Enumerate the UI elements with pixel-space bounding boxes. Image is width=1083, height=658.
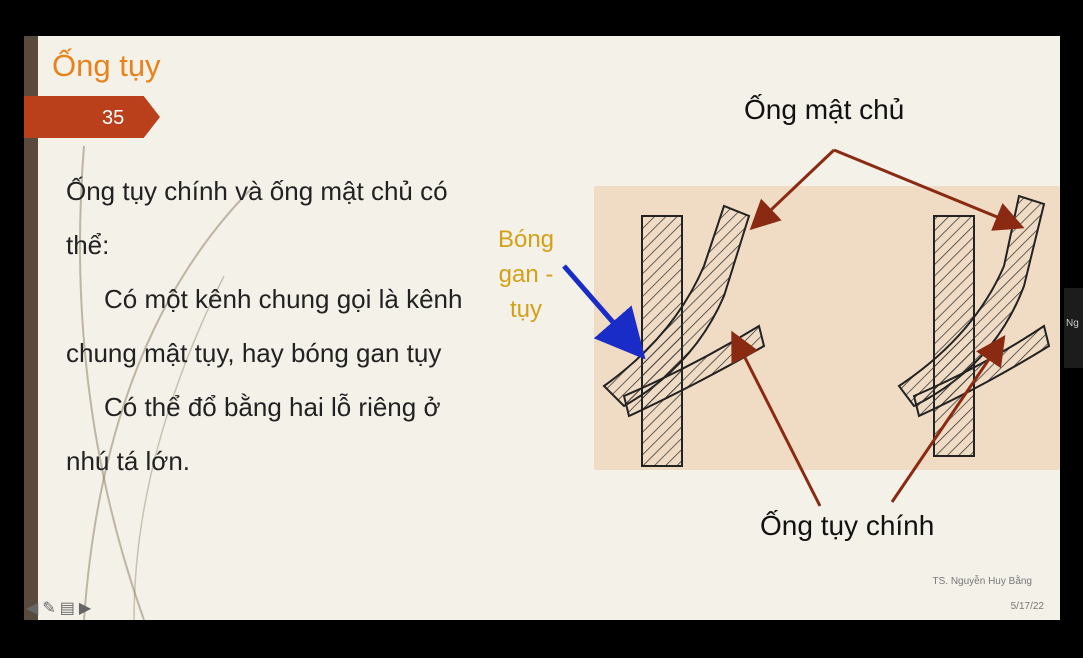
arrow-ampulla [564,266,639,352]
arrow-left-icon[interactable]: ◀ [26,598,38,618]
label-ampulla: Bóng gan - tụy [486,222,566,327]
footer-author: TS. Nguyễn Huy Bằng [933,576,1033,587]
label-common-bile-duct: Ống mật chủ [744,94,904,126]
menu-icon[interactable]: ▤ [60,598,75,618]
side-tab-label: Ng [1066,318,1079,329]
arrow-pancreatic-right [892,340,1002,502]
arrow-pancreatic-left [734,336,820,506]
pen-icon[interactable]: ✎ [42,598,55,618]
footer-date: 5/17/22 [1011,601,1044,612]
side-tab[interactable]: Ng [1064,288,1083,368]
arrow-bile-left [754,150,834,226]
slide-nav: ◀ ✎ ▤ ▶ [26,598,91,618]
label-pancreatic-duct: Ống tụy chính [760,510,934,542]
arrow-right-icon[interactable]: ▶ [79,598,91,618]
arrow-bile-right [834,150,1019,226]
slide: Ống tụy 35 Ống tụy chính và ống mật chủ … [24,36,1060,620]
